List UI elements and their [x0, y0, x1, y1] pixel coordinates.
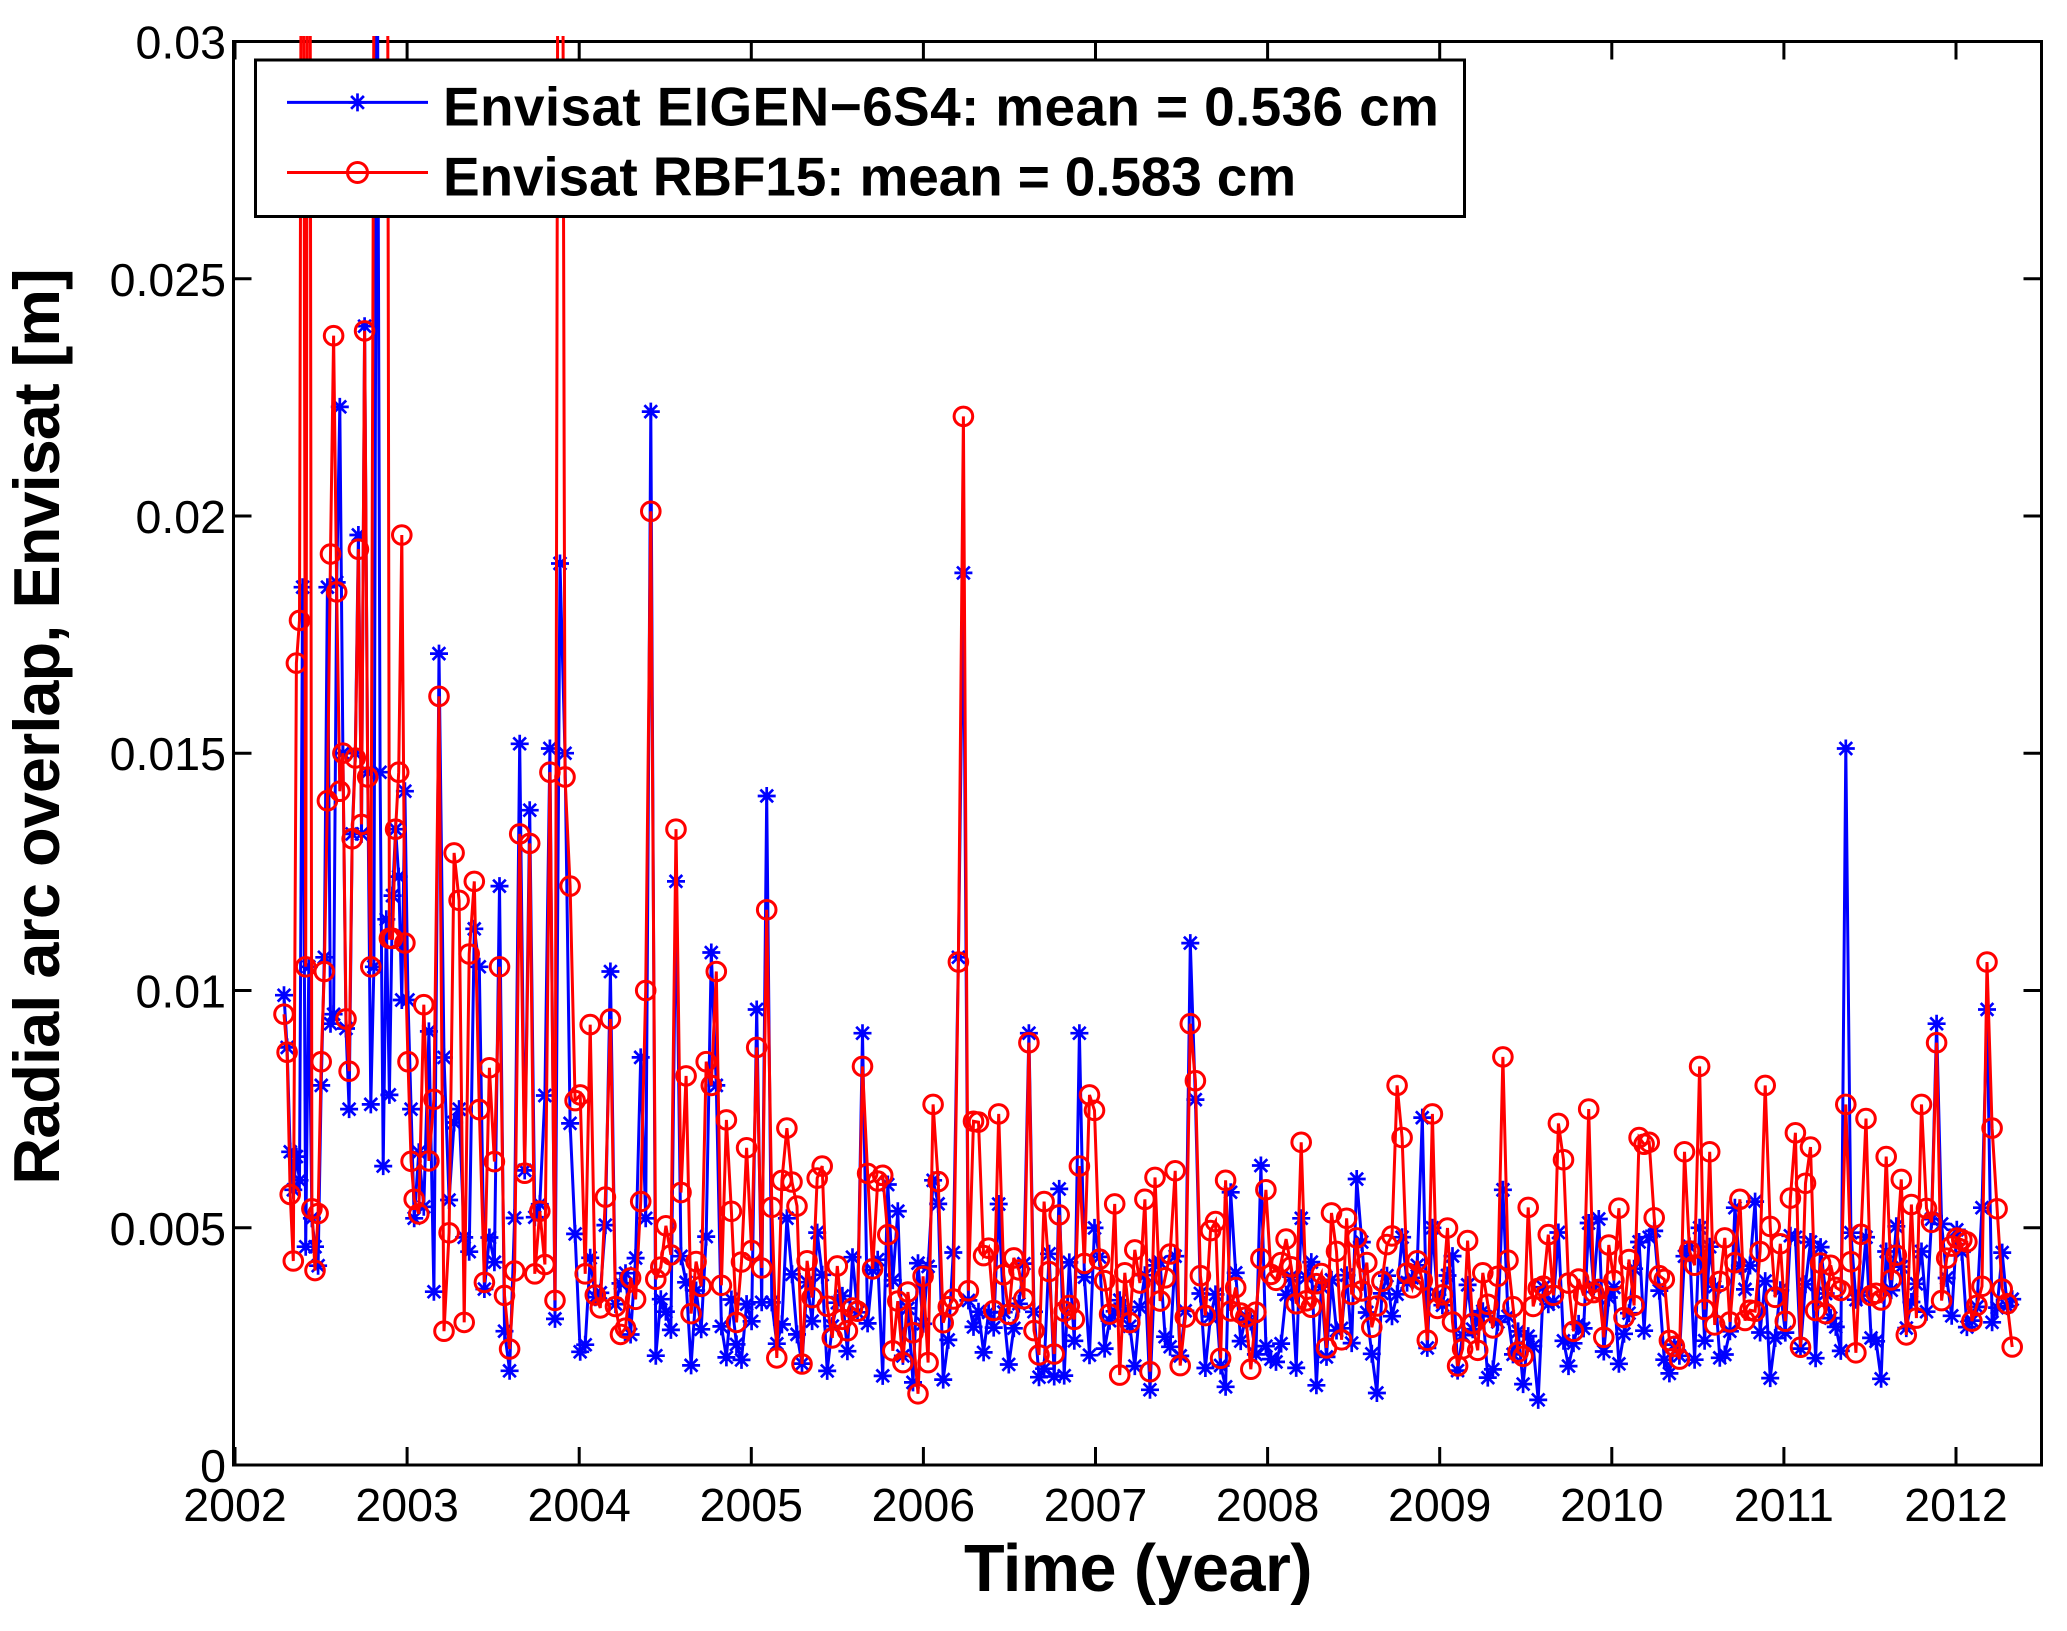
svg-text:2006: 2006	[872, 1479, 975, 1531]
svg-text:0.01: 0.01	[135, 966, 226, 1018]
svg-text:2007: 2007	[1044, 1479, 1147, 1531]
svg-text:0.015: 0.015	[110, 728, 226, 780]
svg-text:0: 0	[200, 1440, 226, 1492]
svg-text:Time (year): Time (year)	[964, 1532, 1312, 1606]
svg-text:2009: 2009	[1388, 1479, 1491, 1531]
svg-text:2004: 2004	[527, 1479, 630, 1531]
svg-text:Envisat RBF15: mean = 0.583 cm: Envisat RBF15: mean = 0.583 cm	[443, 146, 1296, 208]
svg-text:0.025: 0.025	[110, 254, 226, 306]
svg-text:2002: 2002	[183, 1479, 286, 1531]
svg-text:Radial arc overlap, Envisat [m: Radial arc overlap, Envisat [m]	[0, 269, 73, 1184]
svg-text:0.005: 0.005	[110, 1203, 226, 1255]
svg-text:2010: 2010	[1560, 1479, 1663, 1531]
svg-text:Envisat EIGEN−6S4: mean = 0.53: Envisat EIGEN−6S4: mean = 0.536 cm	[443, 76, 1439, 138]
svg-text:2012: 2012	[1904, 1479, 2007, 1531]
svg-text:2008: 2008	[1216, 1479, 1319, 1531]
svg-text:2011: 2011	[1734, 1479, 1834, 1531]
svg-text:0.02: 0.02	[135, 491, 226, 543]
svg-text:2005: 2005	[700, 1479, 803, 1531]
svg-text:0.03: 0.03	[135, 17, 226, 69]
svg-text:2003: 2003	[355, 1479, 458, 1531]
